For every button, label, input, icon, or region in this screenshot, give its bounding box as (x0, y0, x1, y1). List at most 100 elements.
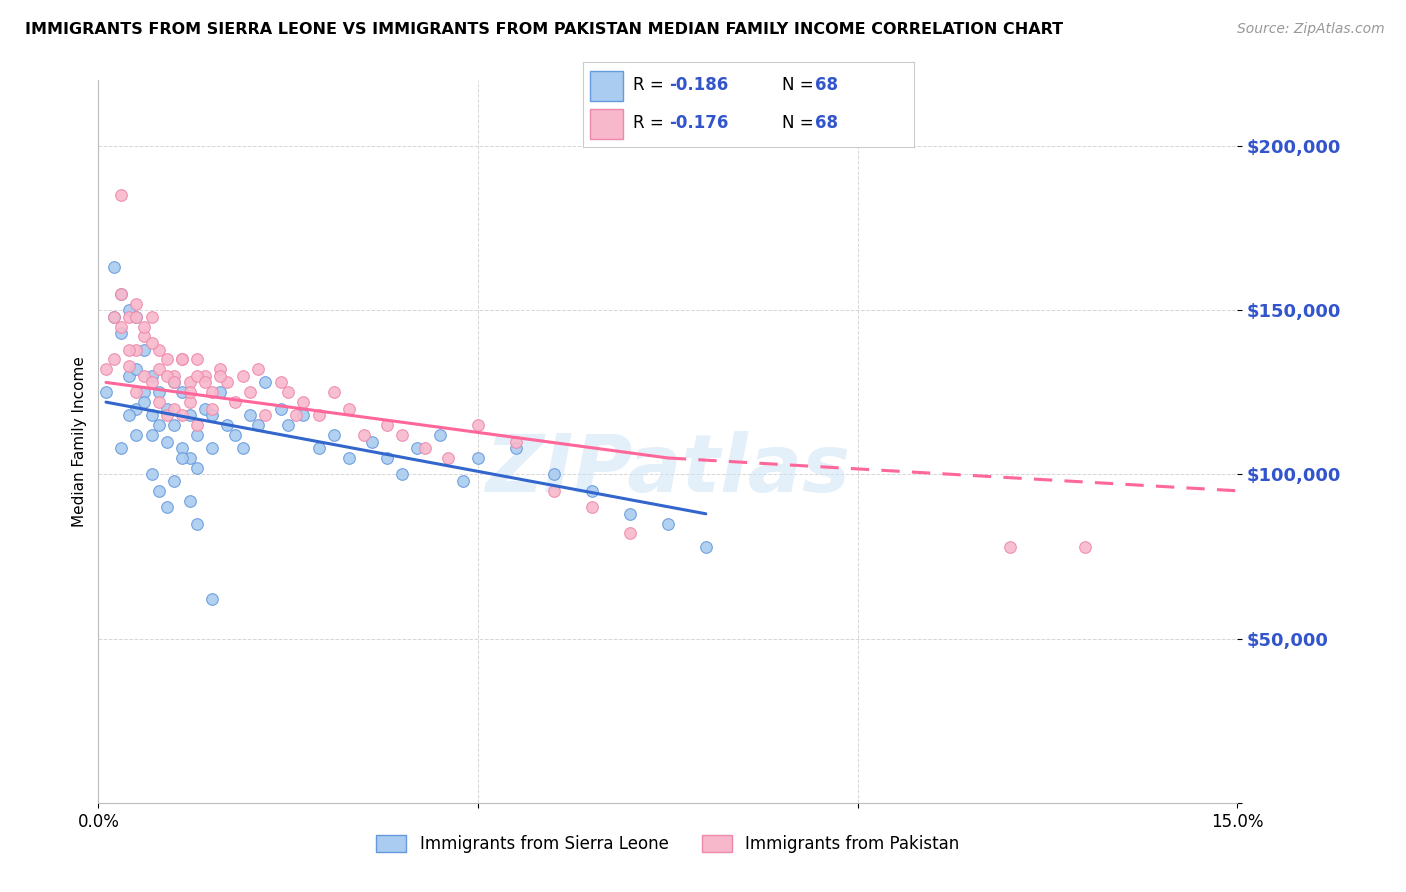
Point (132, 329, 155, 343)
Point (148, 385, 170, 400)
Point (170, 352, 193, 367)
Point (353, 428, 375, 442)
Point (148, 362, 170, 376)
Point (292, 409, 315, 423)
Text: -0.176: -0.176 (669, 114, 728, 132)
FancyBboxPatch shape (591, 71, 623, 101)
Point (141, 467, 163, 482)
Point (413, 441, 436, 455)
Point (277, 385, 299, 400)
Point (224, 395, 246, 409)
Point (132, 385, 155, 400)
Point (208, 368, 231, 383)
Point (186, 460, 208, 475)
Point (170, 450, 193, 465)
Point (110, 319, 132, 334)
Point (118, 409, 141, 423)
Point (103, 310, 125, 324)
Point (163, 401, 186, 416)
Point (201, 401, 224, 416)
Point (186, 352, 208, 367)
Point (186, 516, 208, 531)
Point (110, 286, 132, 301)
Point (451, 474, 474, 488)
Text: 68: 68 (815, 114, 838, 132)
Point (125, 296, 148, 310)
Point (179, 376, 201, 390)
Point (467, 418, 489, 433)
Point (998, 540, 1021, 554)
Point (163, 474, 186, 488)
Point (141, 428, 163, 442)
Point (505, 434, 527, 449)
Point (148, 483, 170, 498)
Point (308, 409, 330, 423)
Point (543, 483, 565, 498)
Point (186, 368, 208, 383)
Point (132, 319, 155, 334)
Point (156, 368, 179, 383)
Point (118, 303, 141, 318)
Point (125, 385, 148, 400)
FancyBboxPatch shape (591, 109, 623, 139)
Point (201, 592, 224, 607)
Point (118, 343, 141, 357)
Point (132, 343, 155, 357)
Point (208, 385, 231, 400)
Point (246, 362, 269, 376)
Point (156, 401, 179, 416)
Point (179, 409, 201, 423)
Point (322, 385, 344, 400)
Point (179, 385, 201, 400)
Point (110, 286, 132, 301)
Point (239, 409, 262, 423)
Point (141, 409, 163, 423)
Point (322, 428, 344, 442)
Point (118, 359, 141, 373)
Point (277, 418, 299, 433)
Point (246, 418, 269, 433)
Point (619, 507, 641, 521)
Point (125, 310, 148, 324)
Point (148, 343, 170, 357)
Point (406, 441, 429, 455)
Point (125, 401, 148, 416)
Point (156, 352, 179, 367)
Point (170, 385, 193, 400)
Point (132, 368, 155, 383)
Point (467, 450, 489, 465)
Point (163, 368, 186, 383)
Point (132, 395, 155, 409)
Point (375, 450, 398, 465)
Point (429, 428, 451, 442)
Point (163, 376, 186, 390)
Point (194, 376, 217, 390)
Point (103, 260, 125, 275)
Point (103, 310, 125, 324)
Point (94, 362, 117, 376)
Point (375, 418, 398, 433)
Point (217, 376, 239, 390)
Text: 68: 68 (815, 77, 838, 95)
Point (125, 362, 148, 376)
Point (436, 450, 458, 465)
Point (118, 310, 141, 324)
Point (619, 526, 641, 541)
Point (141, 376, 163, 390)
Text: R =: R = (633, 114, 669, 132)
Point (163, 376, 186, 390)
Point (270, 376, 292, 390)
Point (156, 500, 179, 515)
Point (103, 352, 125, 367)
Point (201, 441, 224, 455)
Point (232, 441, 254, 455)
Text: IMMIGRANTS FROM SIERRA LEONE VS IMMIGRANTS FROM PAKISTAN MEDIAN FAMILY INCOME CO: IMMIGRANTS FROM SIERRA LEONE VS IMMIGRAN… (25, 22, 1063, 37)
Point (581, 483, 603, 498)
Point (217, 418, 239, 433)
Point (391, 467, 413, 482)
Text: R =: R = (633, 77, 669, 95)
Point (391, 428, 413, 442)
Point (170, 352, 193, 367)
Point (141, 310, 163, 324)
Point (110, 188, 132, 202)
